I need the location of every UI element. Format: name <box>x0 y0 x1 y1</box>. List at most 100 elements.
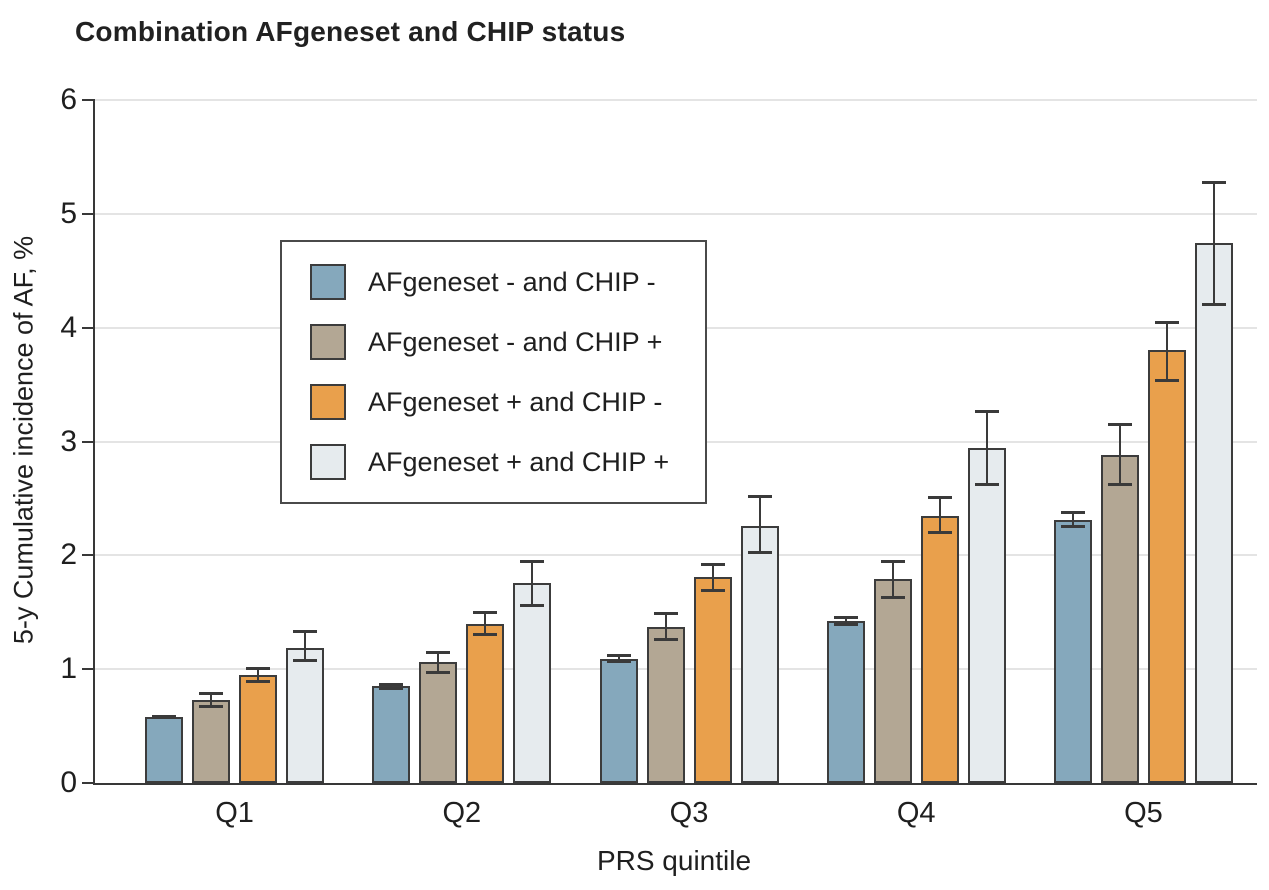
error-bar-line <box>257 666 260 683</box>
bar-q2-series-4 <box>513 582 552 783</box>
chart-title: Combination AFgeneset and CHIP status <box>75 16 626 47</box>
bar-wrap-q3-s3 <box>693 100 732 783</box>
bar-wrap-q1-s3 <box>239 100 278 783</box>
y-tick-label-2: 2 <box>60 538 77 572</box>
bar-q2-series-1 <box>372 686 411 783</box>
error-bar-q4-series-4 <box>974 409 999 486</box>
error-bar-line <box>437 650 440 674</box>
error-bar-q1-series-4 <box>293 630 318 663</box>
error-bar-cap-bottom <box>473 633 498 637</box>
plot-area: Q1 Q2 Q3 Q4 Q5 AFgeneset - and CHIP - AFgenes… <box>60 85 1257 829</box>
bar-wrap-q1-s1 <box>145 100 184 783</box>
error-bar-cap-bottom <box>833 622 858 626</box>
bar-q3-series-1 <box>599 658 638 783</box>
error-bar-cap-top <box>1154 320 1179 324</box>
error-bar-cap-bottom <box>379 686 404 690</box>
error-bar-q3-series-2 <box>653 612 678 641</box>
error-bar-line <box>844 615 847 626</box>
error-bar-cap-bottom <box>927 530 952 534</box>
bar-q3-series-3 <box>693 576 732 783</box>
bar-group-q4: Q4 <box>803 100 1030 829</box>
bar-q3-series-4 <box>740 525 779 783</box>
error-bar-q1-series-2 <box>199 691 224 708</box>
error-bar-cap-top <box>520 559 545 563</box>
error-bar-line <box>1165 320 1168 383</box>
error-bar-q5-series-1 <box>1060 510 1085 529</box>
bar-q5-series-2 <box>1100 455 1139 783</box>
x-tick-label-q3: Q3 <box>669 797 709 829</box>
bar-wrap-q1-s2 <box>192 100 231 783</box>
error-bar-line <box>664 612 667 641</box>
legend-item-label: AFgeneset + and CHIP + <box>368 446 670 477</box>
bar-wrap-q5-s1 <box>1053 100 1092 783</box>
error-bar-q2-series-3 <box>473 611 498 637</box>
bar-wrap-q5-s4 <box>1194 100 1233 783</box>
error-bar-cap-top <box>426 650 451 654</box>
y-tick-label-4: 4 <box>60 310 77 344</box>
error-bar-cap-top <box>700 563 725 567</box>
error-bar-cap-bottom <box>653 637 678 641</box>
error-bar-q2-series-1 <box>379 682 404 690</box>
error-bar-line <box>1212 180 1215 307</box>
error-bar-line <box>390 682 393 690</box>
error-bar-line <box>711 563 714 592</box>
bar-wrap-q4-s2 <box>873 100 912 783</box>
error-bar-cap-top <box>974 409 999 413</box>
error-bar-cap-top <box>880 559 905 563</box>
y-axis-title: 5-y Cumulative incidence of AF, % <box>8 235 39 645</box>
error-bar-q4-series-1 <box>833 615 858 626</box>
error-bar-cap-bottom <box>152 716 177 720</box>
error-bar-q2-series-2 <box>426 650 451 674</box>
bar-q1-series-2 <box>192 699 231 783</box>
error-bar-q3-series-4 <box>747 495 772 555</box>
error-bar-line <box>938 496 941 534</box>
error-bar-q1-series-3 <box>246 666 271 683</box>
y-tick-label-0: 0 <box>60 766 77 799</box>
gridline-y-6 <box>95 99 1257 101</box>
bar-groups: Q1 Q2 Q3 Q4 Q5 <box>95 100 1257 829</box>
error-bar-cap-top <box>473 611 498 615</box>
error-bar-line <box>617 654 620 664</box>
legend-swatch-1 <box>310 264 346 300</box>
bar-wrap-q5-s2 <box>1100 100 1139 783</box>
bar-group-q5: Q5 <box>1030 100 1257 829</box>
error-bar-cap-bottom <box>1107 482 1132 486</box>
error-bar-q2-series-4 <box>520 559 545 607</box>
error-bar-line <box>985 409 988 486</box>
bar-wrap-q4-s1 <box>826 100 865 783</box>
y-tick-mark-6 <box>82 99 95 101</box>
bar-q4-series-4 <box>967 448 1006 783</box>
error-bar-cap-bottom <box>747 551 772 555</box>
legend-swatch-2 <box>310 324 346 360</box>
y-tick-mark-4 <box>82 326 95 329</box>
error-bar-cap-bottom <box>700 588 725 592</box>
bar-q4-series-3 <box>920 515 959 783</box>
error-bar-cap-top <box>833 615 858 619</box>
error-bar-cap-top <box>1107 423 1132 427</box>
bar-q5-series-1 <box>1053 520 1092 783</box>
error-bar-q4-series-3 <box>927 496 952 534</box>
legend: AFgeneset - and CHIP - AFgeneset - and CH… <box>280 240 708 504</box>
bar-q1-series-3 <box>239 674 278 783</box>
error-bar-q5-series-3 <box>1154 320 1179 383</box>
y-tick-label-5: 5 <box>60 196 77 230</box>
y-tick-label-6: 6 <box>60 83 77 116</box>
x-tick-label-q5: Q5 <box>1124 797 1163 829</box>
gridline-y-2 <box>95 554 1257 557</box>
error-bar-q4-series-2 <box>880 559 905 599</box>
y-tick-mark-5 <box>82 212 95 215</box>
error-bar-line <box>484 611 487 637</box>
error-bar-cap-bottom <box>246 679 271 683</box>
bar-q1-series-1 <box>145 716 184 783</box>
legend-item-2: AFgeneset - and CHIP + <box>310 324 669 360</box>
bar-q1-series-4 <box>286 647 325 783</box>
bar-q5-series-4 <box>1194 243 1233 783</box>
error-bar-q5-series-2 <box>1107 423 1132 486</box>
error-bar-cap-bottom <box>1154 379 1179 383</box>
legend-item-1: AFgeneset - and CHIP - <box>310 264 669 300</box>
legend-item-4: AFgeneset + and CHIP + <box>310 444 669 480</box>
y-tick-mark-0 <box>82 782 95 784</box>
gridline-y-5 <box>95 212 1257 215</box>
y-tick-label-1: 1 <box>60 652 77 686</box>
error-bar-cap-top <box>293 630 318 634</box>
